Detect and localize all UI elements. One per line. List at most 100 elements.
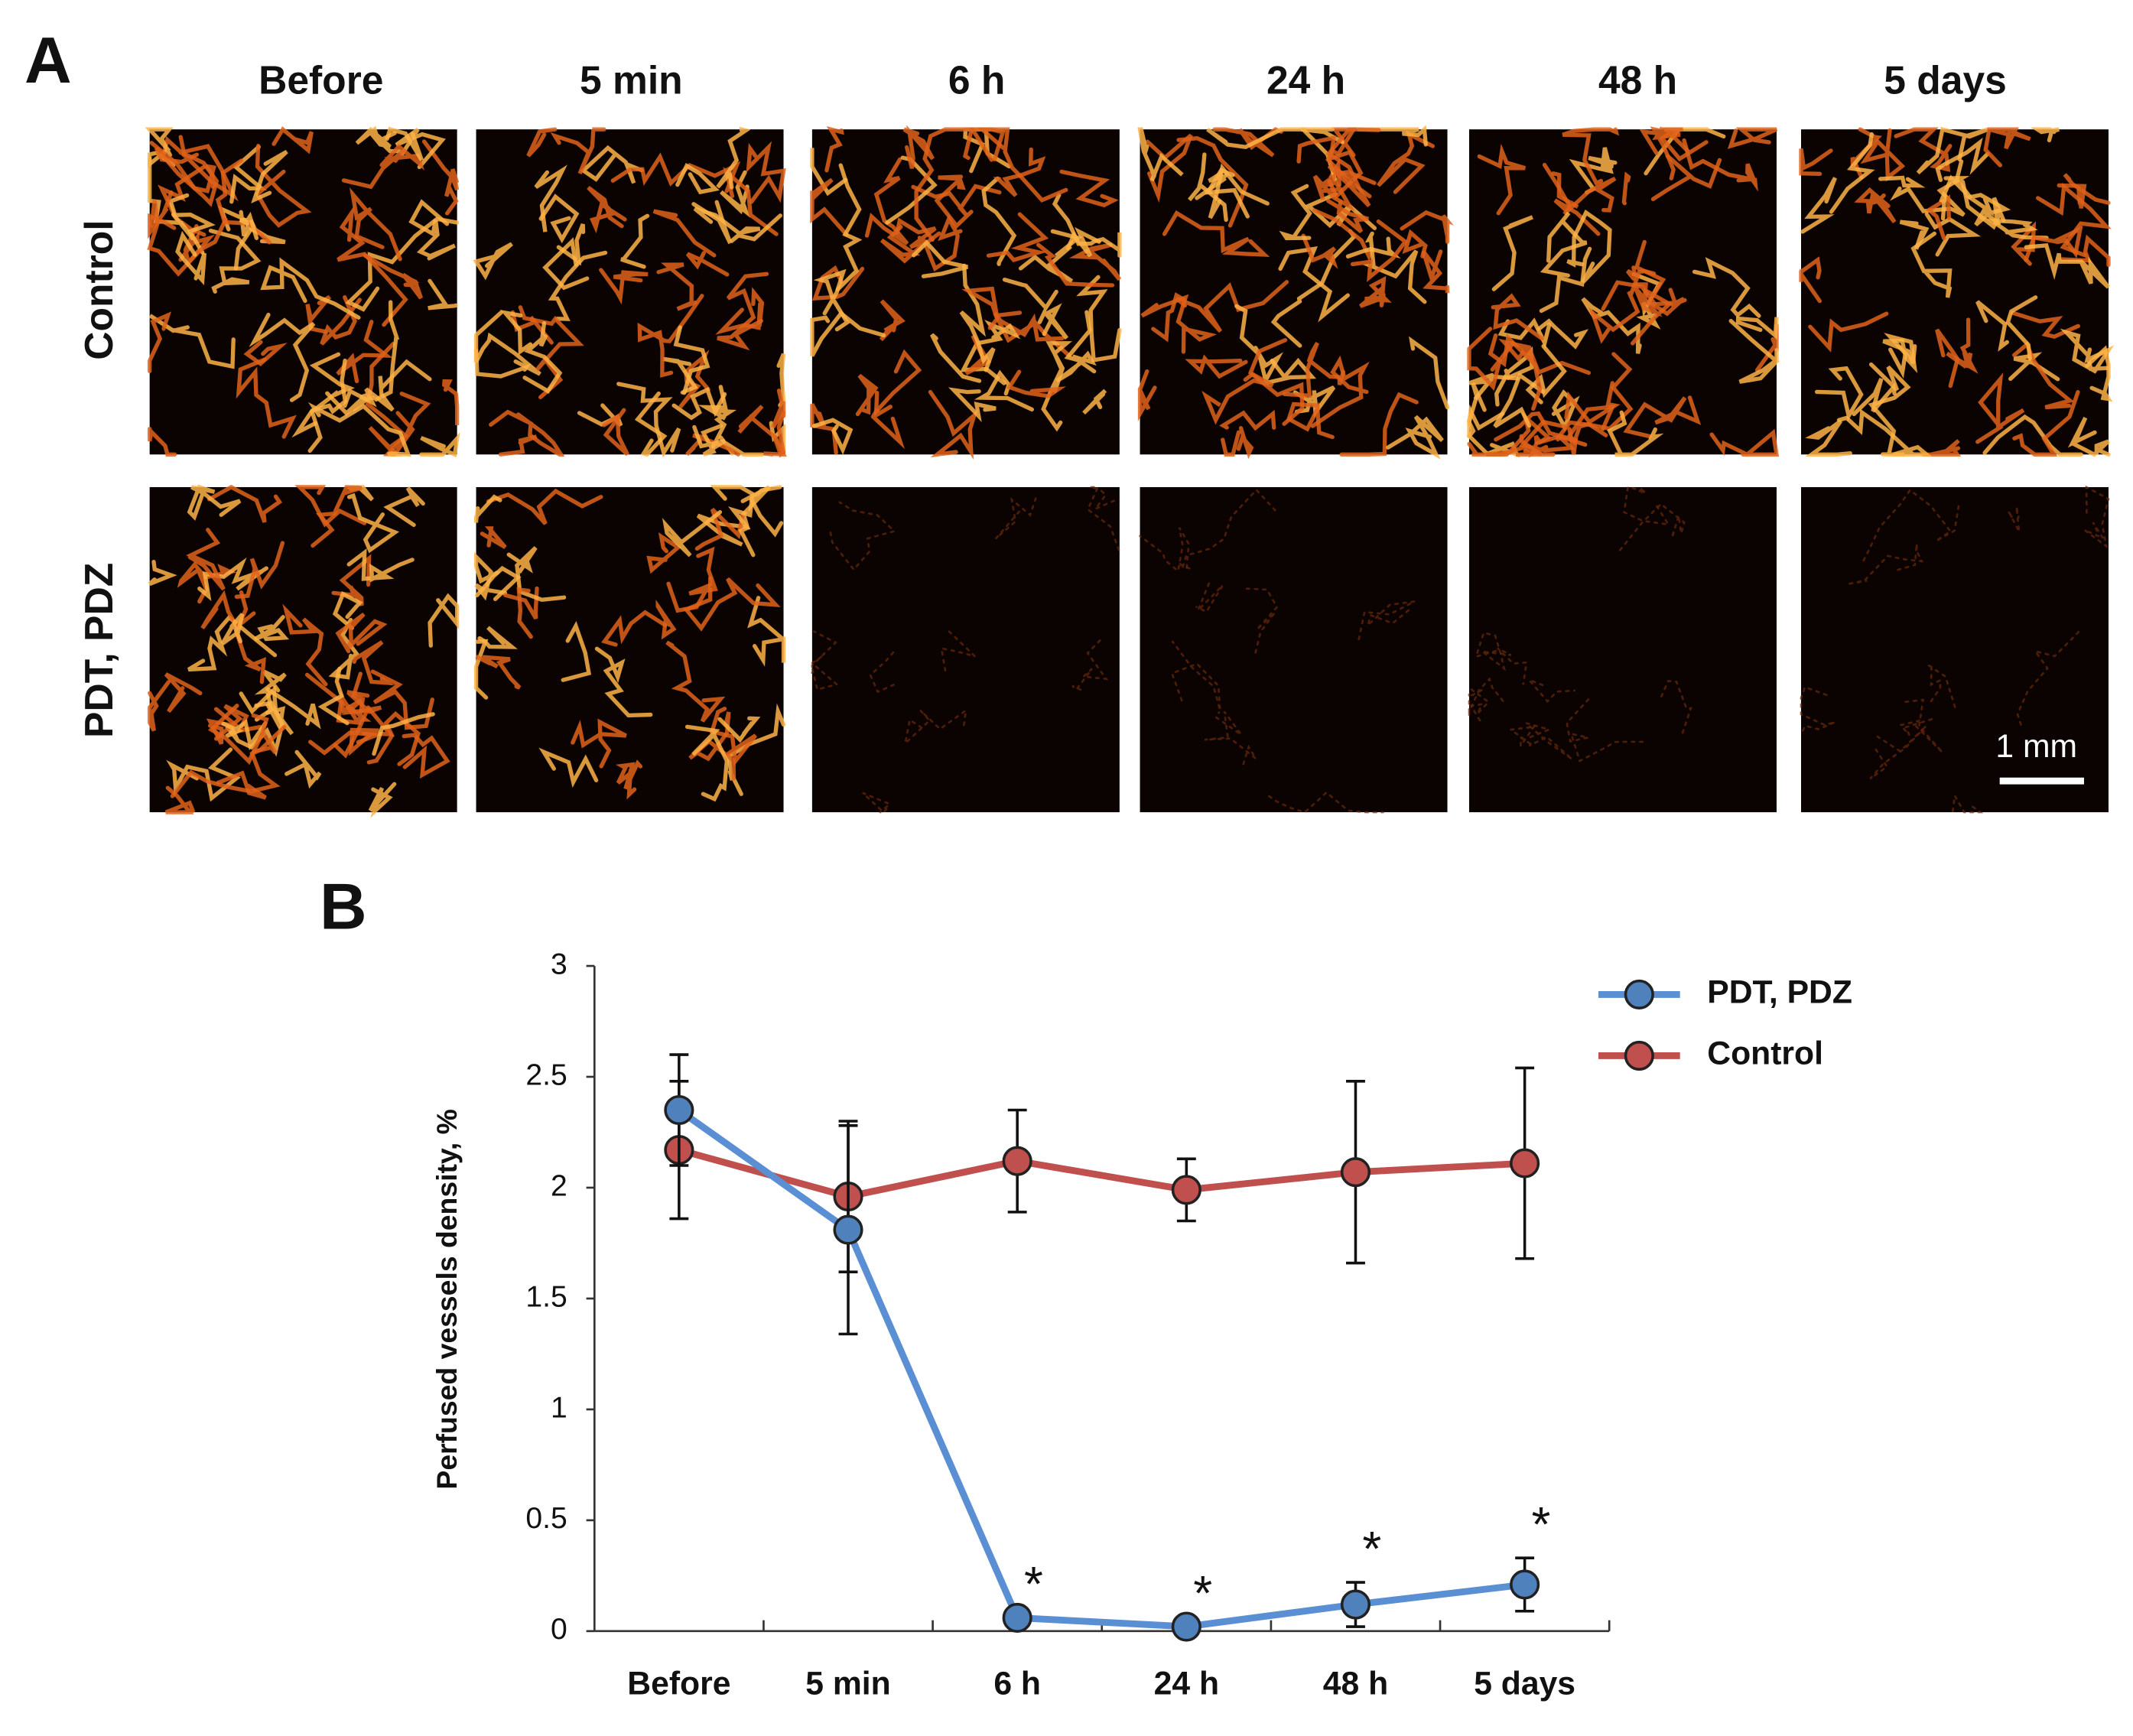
vessel xyxy=(1467,327,1516,392)
vessel xyxy=(473,494,502,523)
vessel xyxy=(1562,127,1620,186)
vessel xyxy=(587,185,627,234)
vessel xyxy=(1607,410,1664,457)
vessel xyxy=(960,320,1021,385)
vessel xyxy=(1475,631,1506,671)
vessel xyxy=(374,300,400,402)
vessel xyxy=(1357,125,1428,147)
vessel xyxy=(1493,372,1546,428)
vessel-image xyxy=(149,129,457,455)
vessel xyxy=(662,356,698,395)
vessel xyxy=(869,651,895,694)
vessel xyxy=(167,193,216,255)
vessel xyxy=(655,600,677,640)
vessel xyxy=(178,223,216,267)
vessel xyxy=(428,278,458,310)
vessel xyxy=(206,484,283,523)
vessel xyxy=(1400,210,1454,244)
vessel xyxy=(1869,725,1927,780)
vessel xyxy=(1170,640,1221,711)
vessel xyxy=(336,320,393,384)
vessel xyxy=(1234,304,1284,386)
vessel xyxy=(810,403,838,455)
vessel xyxy=(1185,354,1248,379)
vessel xyxy=(1800,685,1836,735)
vessel xyxy=(1491,215,1533,291)
vessel xyxy=(1799,148,1833,176)
vessel xyxy=(1359,275,1392,308)
vessel xyxy=(1221,430,1241,457)
vessel xyxy=(1846,543,1924,586)
vessel xyxy=(1402,229,1428,258)
vessel xyxy=(208,229,262,294)
vessel xyxy=(709,707,757,766)
vessel xyxy=(1286,401,1335,440)
vessel xyxy=(1728,318,1780,384)
vessel xyxy=(1727,127,1778,149)
vessel xyxy=(305,294,332,334)
vessel xyxy=(1409,336,1450,410)
vessel xyxy=(835,163,863,292)
vessel xyxy=(522,320,563,394)
vessel xyxy=(265,687,321,730)
vessel xyxy=(1814,366,1864,421)
vessel xyxy=(346,690,382,714)
vessel xyxy=(355,125,402,154)
vessel xyxy=(1377,130,1435,194)
vessel xyxy=(1325,127,1372,199)
vessel xyxy=(1469,688,1491,722)
column-label: 5 days xyxy=(1884,57,2007,102)
vessel xyxy=(1086,486,1120,551)
vessel xyxy=(346,493,400,554)
vessel xyxy=(282,603,328,687)
y-axis-label: Perfused vessels density, % xyxy=(431,1109,463,1489)
vessel xyxy=(1525,344,1567,405)
vessel xyxy=(993,147,1046,197)
vessel xyxy=(294,485,367,528)
vessel xyxy=(1935,328,1960,388)
vessel xyxy=(1278,245,1351,323)
vessel xyxy=(370,669,434,730)
vessel xyxy=(1195,582,1224,613)
vessel xyxy=(2024,225,2083,262)
vessel xyxy=(1301,233,1338,269)
vessel xyxy=(1036,242,1115,288)
vessel xyxy=(1037,303,1069,340)
y-tick-label: 1 xyxy=(551,1391,567,1424)
vessel xyxy=(473,310,541,376)
vessel xyxy=(634,391,668,457)
vessel xyxy=(1236,426,1254,460)
vessel xyxy=(1362,231,1427,304)
vessel xyxy=(1878,175,1926,188)
vessel xyxy=(186,528,226,591)
vessel xyxy=(345,216,460,312)
vessel-image xyxy=(811,129,1120,455)
vessel xyxy=(1625,265,1638,281)
vessel-image xyxy=(1800,486,2109,813)
vessel xyxy=(428,593,460,648)
vessel xyxy=(995,492,1039,540)
vessel xyxy=(1488,333,1543,411)
marker xyxy=(1340,1157,1371,1188)
vessel xyxy=(723,167,779,236)
vessel xyxy=(197,557,268,601)
vessel xyxy=(571,718,627,769)
vessel xyxy=(239,685,294,736)
vessel xyxy=(675,163,720,195)
vessel xyxy=(1326,199,1369,233)
vessel xyxy=(166,747,241,802)
vessel xyxy=(1055,310,1097,383)
y-tick-label: 2 xyxy=(551,1169,567,1202)
x-tick-label: 48 h xyxy=(1323,1665,1388,1702)
vessel xyxy=(1282,341,1345,398)
vessel xyxy=(489,409,565,457)
vessel xyxy=(208,704,269,766)
y-tick-label: 1.5 xyxy=(525,1280,567,1313)
vessel-image xyxy=(1140,486,1448,813)
marker xyxy=(1510,1569,1540,1600)
vessel xyxy=(1601,239,1666,311)
vessel xyxy=(771,388,786,429)
vessel xyxy=(1204,167,1250,219)
vessel xyxy=(1540,211,1588,278)
